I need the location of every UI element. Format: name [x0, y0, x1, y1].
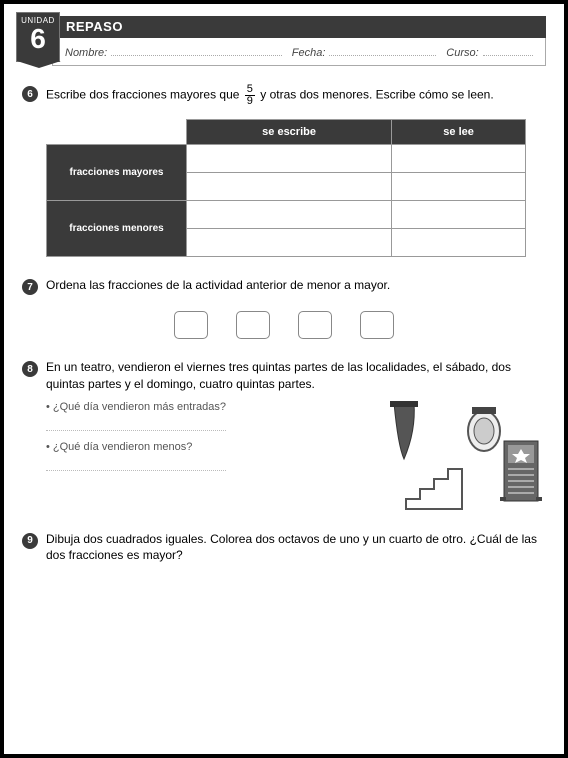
name-label: Nombre: [65, 47, 107, 59]
table-cell [392, 145, 526, 173]
exercise-number: 6 [22, 86, 38, 102]
exercise-8: 8 En un teatro, vendieron el viernes tre… [22, 359, 546, 511]
table-blank-header [47, 120, 187, 145]
exercise-number: 9 [22, 533, 38, 549]
exercise-text: Escribe dos fracciones mayores que 5 9 y… [46, 84, 546, 107]
row-mayores: fracciones mayores [47, 145, 187, 201]
info-bar: Nombre: Fecha: Curso: [52, 38, 546, 66]
table-cell [187, 229, 392, 257]
date-label: Fecha: [292, 47, 326, 59]
header: UNIDAD 6 REPASO Nombre: Fecha: Curso: [22, 16, 546, 66]
exercise-9: 9 Dibuja dos cuadrados iguales. Colorea … [22, 531, 546, 565]
col-se-escribe: se escribe [187, 120, 392, 145]
question-list: • ¿Qué día vendieron más entradas? • ¿Qu… [46, 401, 374, 511]
exercise-text: Dibuja dos cuadrados iguales. Colorea do… [46, 531, 546, 565]
exercise-number: 7 [22, 279, 38, 295]
exercise-text: En un teatro, vendieron el viernes tres … [46, 359, 546, 393]
fraction-5-9: 5 9 [245, 84, 255, 107]
unit-badge: UNIDAD 6 [16, 12, 60, 62]
date-line [329, 44, 436, 56]
row-menores: fracciones menores [47, 201, 187, 257]
table-cell [392, 201, 526, 229]
answer-line [46, 417, 226, 431]
ordering-boxes [22, 311, 546, 339]
class-label: Curso: [446, 47, 478, 59]
name-line [111, 44, 282, 56]
table-cell [187, 201, 392, 229]
table-cell [187, 173, 392, 201]
unit-number: 6 [17, 25, 59, 53]
question-1: • ¿Qué día vendieron más entradas? [46, 401, 374, 413]
exercise-number: 8 [22, 361, 38, 377]
exercise-7: 7 Ordena las fracciones de la actividad … [22, 277, 546, 339]
theater-illustration [386, 401, 546, 511]
fractions-table: se escribe se lee fracciones mayores fra… [46, 119, 526, 257]
question-2: • ¿Qué día vendieron menos? [46, 441, 374, 453]
order-box [174, 311, 208, 339]
table-cell [392, 229, 526, 257]
table-cell [392, 173, 526, 201]
col-se-lee: se lee [392, 120, 526, 145]
order-box [298, 311, 332, 339]
order-box [360, 311, 394, 339]
worksheet-page: UNIDAD 6 REPASO Nombre: Fecha: Curso: 6 … [0, 0, 568, 758]
title-bar: REPASO [52, 16, 546, 38]
exercise-text: Ordena las fracciones de la actividad an… [46, 277, 546, 294]
exercise-6: 6 Escribe dos fracciones mayores que 5 9… [22, 84, 546, 257]
answer-line [46, 457, 226, 471]
class-line [483, 44, 533, 56]
order-box [236, 311, 270, 339]
table-cell [187, 145, 392, 173]
